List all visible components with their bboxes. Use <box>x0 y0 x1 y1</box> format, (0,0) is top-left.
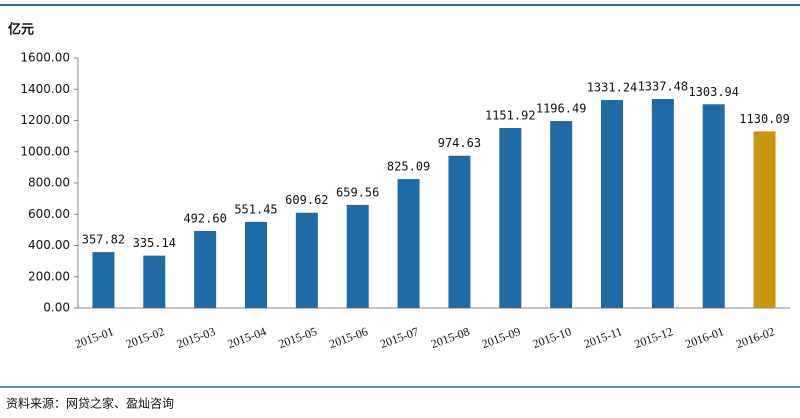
y-tick-label: 800.00 <box>28 176 70 190</box>
value-label: 1303.94 <box>688 85 739 99</box>
value-label: 974.63 <box>438 136 481 150</box>
value-label: 659.56 <box>336 185 379 199</box>
y-tick-label: 1600.00 <box>20 51 70 65</box>
value-label: 609.62 <box>285 193 328 207</box>
x-tick-label: 2015-12 <box>632 324 674 351</box>
bar <box>143 255 166 308</box>
value-label: 1331.24 <box>587 80 638 94</box>
x-tick-label: 2015-03 <box>175 324 217 351</box>
bar <box>346 204 369 308</box>
x-tick-label: 2015-05 <box>276 324 318 351</box>
bar <box>397 179 420 308</box>
bar <box>448 155 471 308</box>
x-tick-label: 2015-06 <box>327 324 369 351</box>
x-tick-label: 2015-08 <box>429 324 471 351</box>
value-label: 1196.49 <box>536 102 587 116</box>
x-tick-label: 2015-11 <box>582 324 624 351</box>
y-tick-label: 1400.00 <box>20 82 70 96</box>
bar <box>601 99 623 309</box>
y-tick-label: 1000.00 <box>20 144 70 158</box>
x-tick-label: 2015-02 <box>124 324 166 351</box>
bar <box>702 104 725 309</box>
y-tick-label: 400.00 <box>28 238 70 252</box>
y-tick-label: 0.00 <box>43 301 70 315</box>
bar <box>245 221 267 308</box>
x-tick-label: 2015-01 <box>73 324 115 351</box>
bar <box>651 99 674 308</box>
bar <box>753 131 776 308</box>
bar <box>194 231 217 308</box>
x-tick-label: 2016-02 <box>734 324 776 351</box>
value-label: 1130.09 <box>739 112 790 126</box>
x-tick-label: 2015-07 <box>378 324 420 351</box>
value-label: 335.14 <box>133 236 176 250</box>
bar <box>295 212 318 308</box>
value-label: 551.45 <box>234 202 277 216</box>
y-tick-label: 1200.00 <box>20 113 70 127</box>
value-label: 825.09 <box>387 160 430 174</box>
bar <box>550 121 573 309</box>
y-tick-label: 200.00 <box>28 269 70 283</box>
unit-label: 亿元 <box>8 22 34 38</box>
bar <box>92 252 115 308</box>
bar <box>499 128 522 308</box>
x-tick-label: 2015-09 <box>480 324 522 351</box>
value-label: 1337.48 <box>638 80 689 94</box>
value-label: 1151.92 <box>485 109 536 123</box>
x-tick-label: 2016-01 <box>683 324 725 351</box>
value-label: 492.60 <box>183 212 226 226</box>
value-label: 357.82 <box>82 233 125 247</box>
y-tick-label: 600.00 <box>28 207 70 221</box>
x-tick-label: 2015-04 <box>226 324 268 351</box>
source-note: 资料来源：网贷之家、盈灿咨询 <box>6 396 174 411</box>
x-tick-label: 2015-10 <box>531 324 573 351</box>
